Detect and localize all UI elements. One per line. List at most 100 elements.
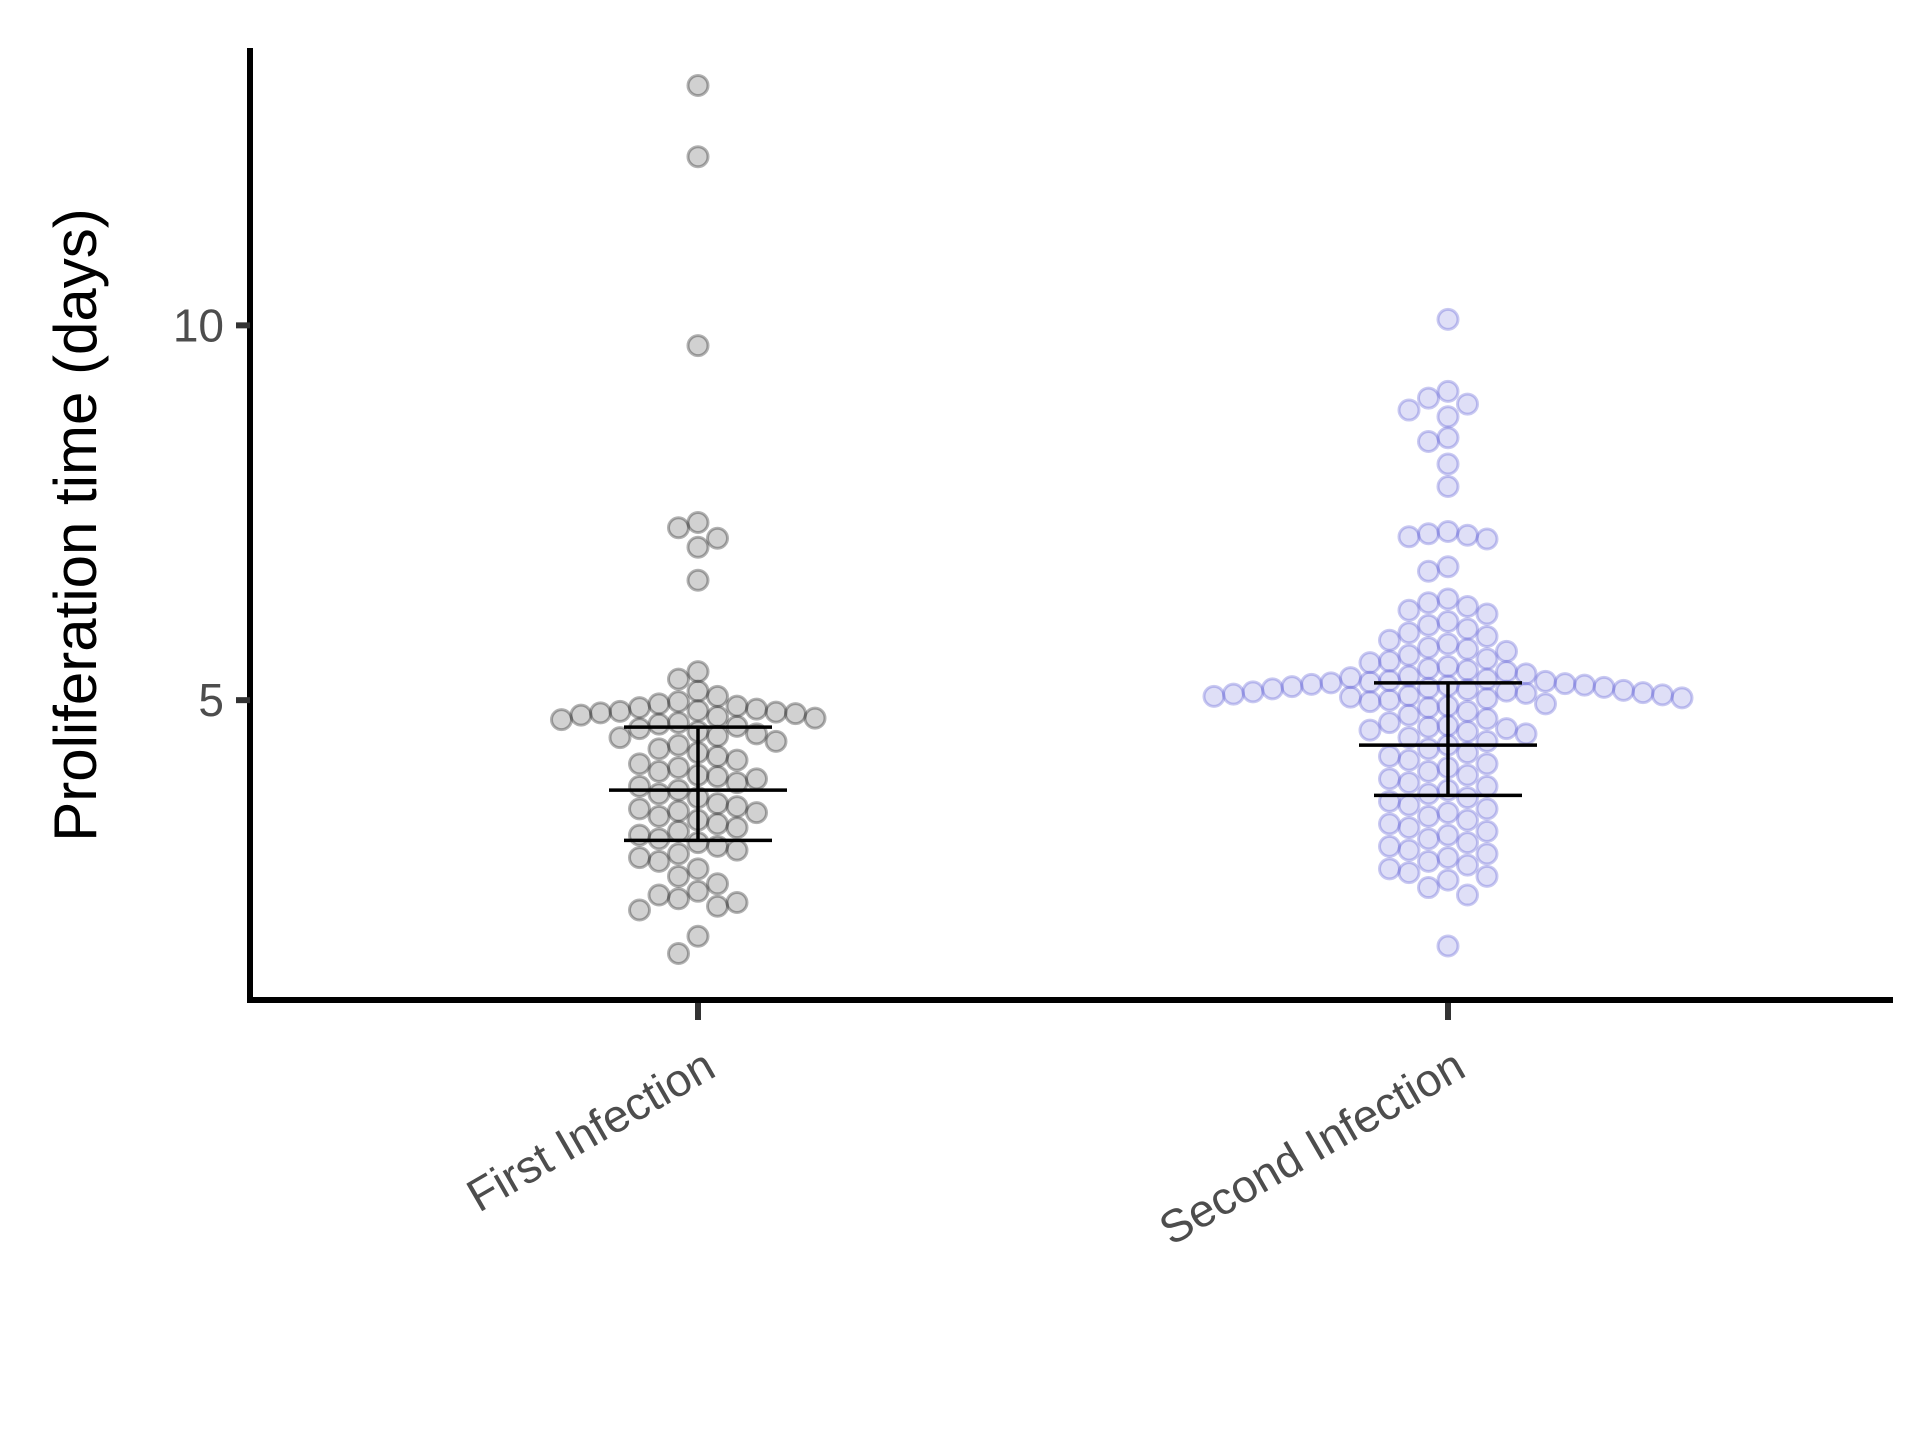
data-point	[1436, 475, 1460, 499]
data-point	[1436, 405, 1460, 429]
data-point	[1280, 675, 1304, 699]
data-point	[1534, 669, 1557, 693]
data-point	[706, 894, 729, 918]
data-point	[667, 690, 690, 714]
data-point	[1456, 720, 1479, 744]
data-point	[1456, 392, 1479, 416]
data-point	[686, 660, 710, 684]
data-point	[745, 767, 768, 791]
data-point	[1436, 846, 1460, 870]
data-point	[628, 898, 651, 922]
data-point	[725, 816, 749, 840]
data-point	[1573, 673, 1596, 697]
data-point	[1378, 649, 1401, 673]
data-point	[1417, 804, 1440, 828]
data-point	[1670, 686, 1694, 710]
y-tick-label: 5	[198, 674, 224, 726]
data-point	[1417, 591, 1440, 615]
data-point	[706, 812, 729, 836]
data-point	[1436, 934, 1460, 958]
data-point	[1397, 861, 1421, 885]
data-point	[706, 872, 729, 896]
data-point	[1514, 722, 1538, 746]
data-point	[1475, 707, 1499, 731]
data-point	[1397, 621, 1421, 645]
data-point	[686, 699, 710, 723]
data-point	[1397, 643, 1421, 667]
data-point	[686, 145, 710, 169]
data-point	[1397, 398, 1421, 422]
data-point	[1339, 666, 1362, 690]
data-point	[1397, 598, 1421, 622]
data-point	[1378, 857, 1401, 881]
y-axis-title: Proliferation time (days)	[42, 208, 109, 842]
data-point	[1417, 430, 1440, 454]
data-point	[1475, 647, 1499, 671]
data-point	[1436, 801, 1460, 825]
data-point	[1378, 767, 1401, 791]
data-point	[1417, 715, 1440, 739]
data-point	[686, 679, 710, 703]
data-point	[725, 771, 749, 795]
data-point	[706, 705, 729, 729]
data-point	[1475, 687, 1499, 711]
data-point	[1475, 774, 1499, 798]
data-point	[1202, 684, 1226, 708]
summary-layer	[609, 681, 1537, 843]
y-ticks: 5 10	[173, 299, 250, 726]
data-point	[1436, 379, 1460, 403]
points-layer	[550, 73, 1694, 966]
data-point	[647, 849, 671, 873]
data-point	[1495, 660, 1518, 684]
data-point	[1222, 682, 1245, 706]
data-point	[706, 765, 729, 789]
data-point	[1397, 793, 1421, 817]
data-point	[667, 516, 690, 540]
data-point	[1397, 703, 1421, 727]
data-point	[1417, 876, 1440, 900]
data-point	[628, 752, 651, 776]
data-point	[647, 883, 671, 907]
data-point	[686, 511, 710, 535]
data-point	[1397, 726, 1421, 750]
data-point	[1417, 636, 1440, 660]
data-point	[1436, 609, 1460, 633]
data-point	[1456, 617, 1479, 641]
data-point	[1378, 834, 1401, 858]
data-point	[1378, 744, 1401, 768]
data-point	[1417, 657, 1440, 681]
data-point	[1436, 868, 1460, 892]
data-point	[1456, 763, 1479, 787]
data-point	[686, 879, 710, 903]
data-point	[686, 568, 710, 592]
data-point	[764, 729, 788, 753]
data-point	[1456, 523, 1479, 547]
data-point	[1397, 748, 1421, 772]
data-point	[725, 748, 749, 772]
data-point	[1475, 864, 1499, 888]
data-point	[1241, 680, 1265, 704]
data-point	[647, 712, 671, 736]
data-point	[1417, 827, 1440, 851]
data-point	[1475, 842, 1499, 866]
data-point	[1456, 883, 1479, 907]
data-point	[667, 733, 690, 757]
data-point	[1475, 667, 1499, 691]
data-point	[1378, 812, 1401, 836]
data-point	[1378, 669, 1401, 693]
data-point	[1456, 831, 1479, 855]
data-point	[1417, 849, 1440, 873]
data-point	[1436, 452, 1460, 476]
data-point	[1436, 307, 1460, 331]
data-point	[725, 838, 749, 862]
data-point	[628, 846, 651, 870]
data-point	[706, 684, 729, 708]
data-point	[1651, 683, 1674, 707]
data-point	[1417, 676, 1440, 700]
data-point	[1553, 672, 1577, 696]
data-point	[1436, 555, 1460, 579]
data-point	[1436, 587, 1460, 611]
data-point	[1495, 679, 1518, 703]
data-point	[608, 699, 632, 723]
